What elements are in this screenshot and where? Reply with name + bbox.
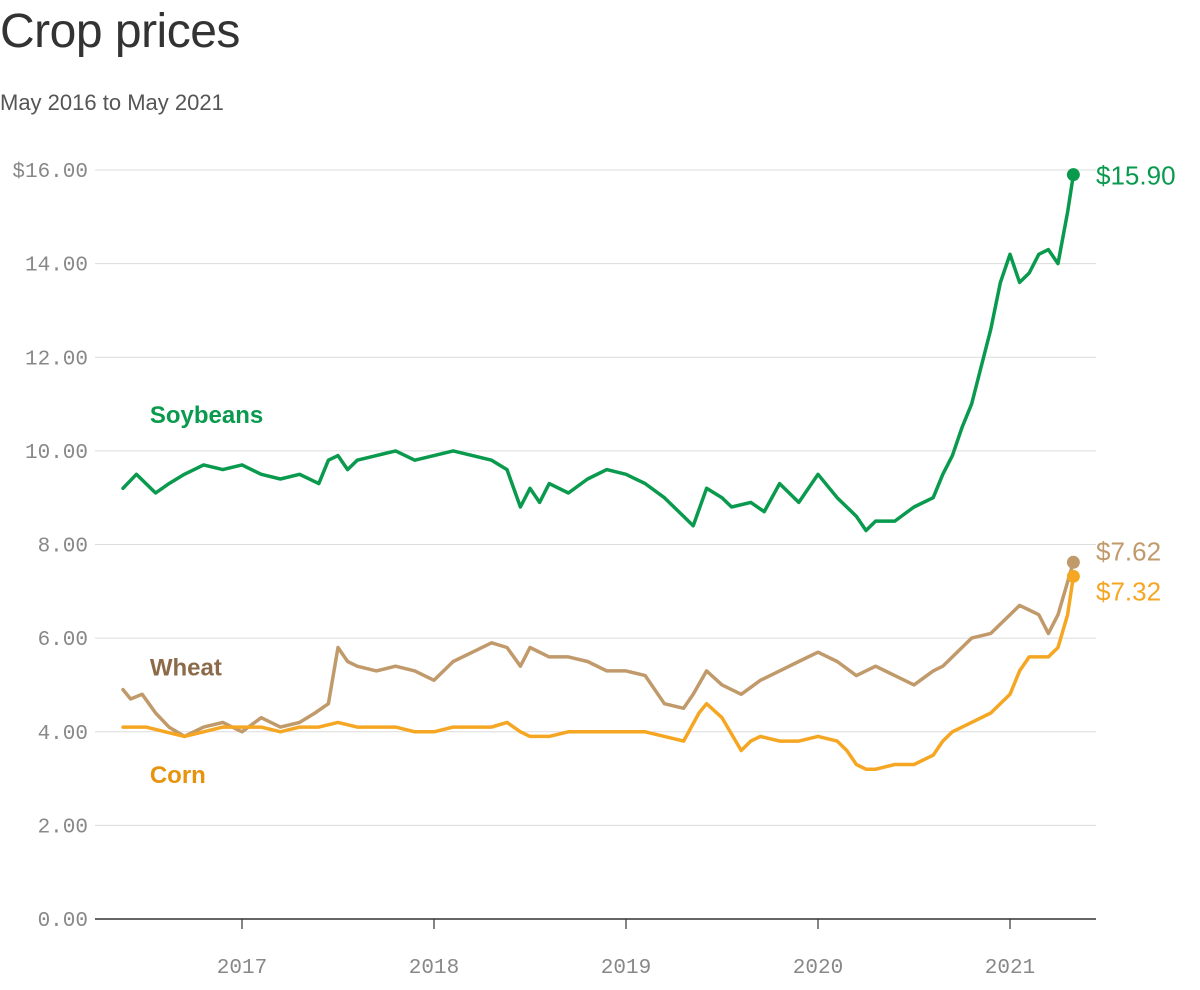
y-tick-label: 0.00 xyxy=(38,910,88,933)
wheat-line xyxy=(121,560,1076,739)
corn-line xyxy=(121,574,1076,771)
grid xyxy=(95,169,1096,920)
soybeans-end-point xyxy=(1066,168,1080,182)
wheat-end-label: $7.62 xyxy=(1096,536,1161,566)
corn-series-label: Corn xyxy=(150,762,206,789)
soybeans-line xyxy=(121,172,1076,533)
wheat-series-label: Wheat xyxy=(150,655,222,682)
corn-end-point xyxy=(1066,569,1080,583)
y-tick-label: 4.00 xyxy=(38,723,88,746)
x-tick-label: 2021 xyxy=(985,957,1035,980)
y-tick-label: 14.00 xyxy=(25,255,88,278)
corn-end-label: $7.32 xyxy=(1096,576,1161,606)
y-tick-label: 8.00 xyxy=(38,536,88,559)
series-labels: $15.90 $7.62 $7.32 Soybeans Wheat Corn xyxy=(150,161,1176,790)
y-tick-label: 2.00 xyxy=(38,816,88,839)
series-lines xyxy=(121,168,1080,771)
x-tick-label: 2019 xyxy=(601,957,651,980)
soybeans-end-label: $15.90 xyxy=(1096,161,1176,191)
y-tick-label: 6.00 xyxy=(38,629,88,652)
y-tick-label: $16.00 xyxy=(12,161,88,184)
x-tick-label: 2018 xyxy=(409,957,459,980)
y-axis-ticks: 0.00 2.00 4.00 6.00 8.00 10.00 12.00 14.00 $16.0… xyxy=(12,161,88,933)
x-axis-ticks: 2017 2018 2019 2020 2021 xyxy=(217,919,1035,980)
x-tick-label: 2020 xyxy=(793,957,843,980)
x-tick-label: 2017 xyxy=(217,957,267,980)
chart-subtitle: May 2016 to May 2021 xyxy=(0,90,224,115)
wheat-end-point xyxy=(1066,555,1080,569)
y-tick-label: 12.00 xyxy=(25,348,88,371)
soybeans-series-label: Soybeans xyxy=(150,402,263,429)
y-tick-label: 10.00 xyxy=(25,442,88,465)
chart-title: Crop prices xyxy=(0,5,240,58)
